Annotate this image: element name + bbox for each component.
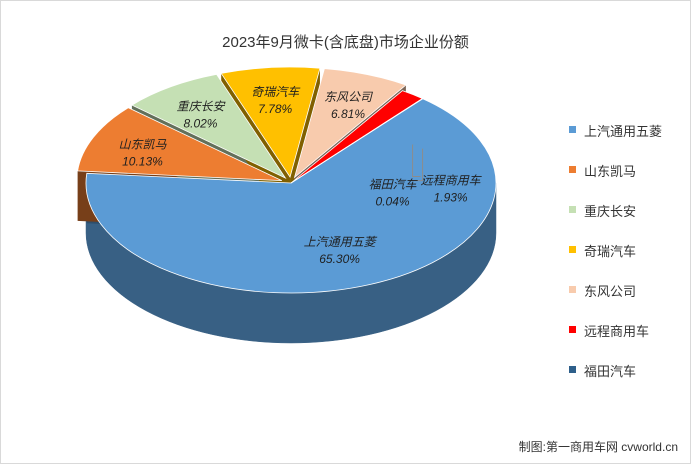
leader-line xyxy=(410,148,424,182)
source-note: 制图:第一商用车网 cvworld.cn xyxy=(518,440,678,454)
legend-swatch xyxy=(569,286,576,293)
slice-value-label: 6.81% xyxy=(331,107,365,121)
slice-name-label: 东风公司 xyxy=(324,90,373,104)
legend-item: 山东凯马 xyxy=(569,161,662,201)
data-labels: 上汽通用五菱 65.30% 山东凯马 10.13% 重庆长安 8.02% 奇瑞汽车 7.78%… xyxy=(118,85,482,266)
legend-swatch xyxy=(569,326,576,333)
slice-value-label: 10.13% xyxy=(122,154,163,168)
pie-slice-1 xyxy=(85,98,497,294)
slice-name-label: 福田汽车 xyxy=(369,178,419,192)
legend-label: 重庆长安 xyxy=(584,204,637,219)
chart-title: 2023年9月微卡(含底盘)市场企业份额 xyxy=(222,34,469,51)
slice-value-label: 1.93% xyxy=(434,190,468,204)
legend-label: 奇瑞汽车 xyxy=(584,244,637,259)
slice-name-label: 上汽通用五菱 xyxy=(304,235,378,249)
pie-slice-4 xyxy=(220,66,321,178)
legend: 上汽通用五菱 山东凯马重庆长安奇瑞汽车东风公司远程商用车福田汽车 xyxy=(569,121,662,401)
legend-label: 福田汽车 xyxy=(584,364,637,379)
slice-name-label: 重庆长安 xyxy=(176,100,226,114)
slice-name-label: 远程商用车 xyxy=(421,173,483,187)
pie-slice-7 xyxy=(290,98,424,184)
legend-swatch xyxy=(569,246,576,253)
pie-slice-3 xyxy=(131,73,287,180)
pie-tops xyxy=(77,66,497,294)
legend-label: 上汽通用五菱 xyxy=(584,124,663,139)
slice-value-label: 7.78% xyxy=(258,102,292,116)
leader-line xyxy=(412,144,421,177)
legend-swatch xyxy=(569,206,576,213)
legend-item: 远程商用车 xyxy=(569,321,662,361)
slice-name-label: 奇瑞汽车 xyxy=(251,85,301,99)
pie-slice-5 xyxy=(293,68,407,179)
legend-swatch xyxy=(569,166,576,173)
legend-item: 福田汽车 xyxy=(569,361,662,401)
slice-value-label: 65.30% xyxy=(319,252,360,266)
legend-label: 东风公司 xyxy=(584,284,637,299)
legend-swatch xyxy=(569,366,576,373)
slice-value-label: 0.04% xyxy=(376,195,410,209)
pie-slice-2 xyxy=(77,107,282,182)
legend-label: 山东凯马 xyxy=(584,164,637,179)
legend-swatch xyxy=(569,126,576,133)
legend-item: 东风公司 xyxy=(569,281,662,321)
slice-name-label: 山东凯马 xyxy=(118,137,167,151)
legend-label: 远程商用车 xyxy=(584,324,650,339)
legend-item: 奇瑞汽车 xyxy=(569,241,662,281)
legend-item: 重庆长安 xyxy=(569,201,662,241)
slice-value-label: 8.02% xyxy=(183,117,217,131)
legend-item: 上汽通用五菱 xyxy=(569,121,662,161)
